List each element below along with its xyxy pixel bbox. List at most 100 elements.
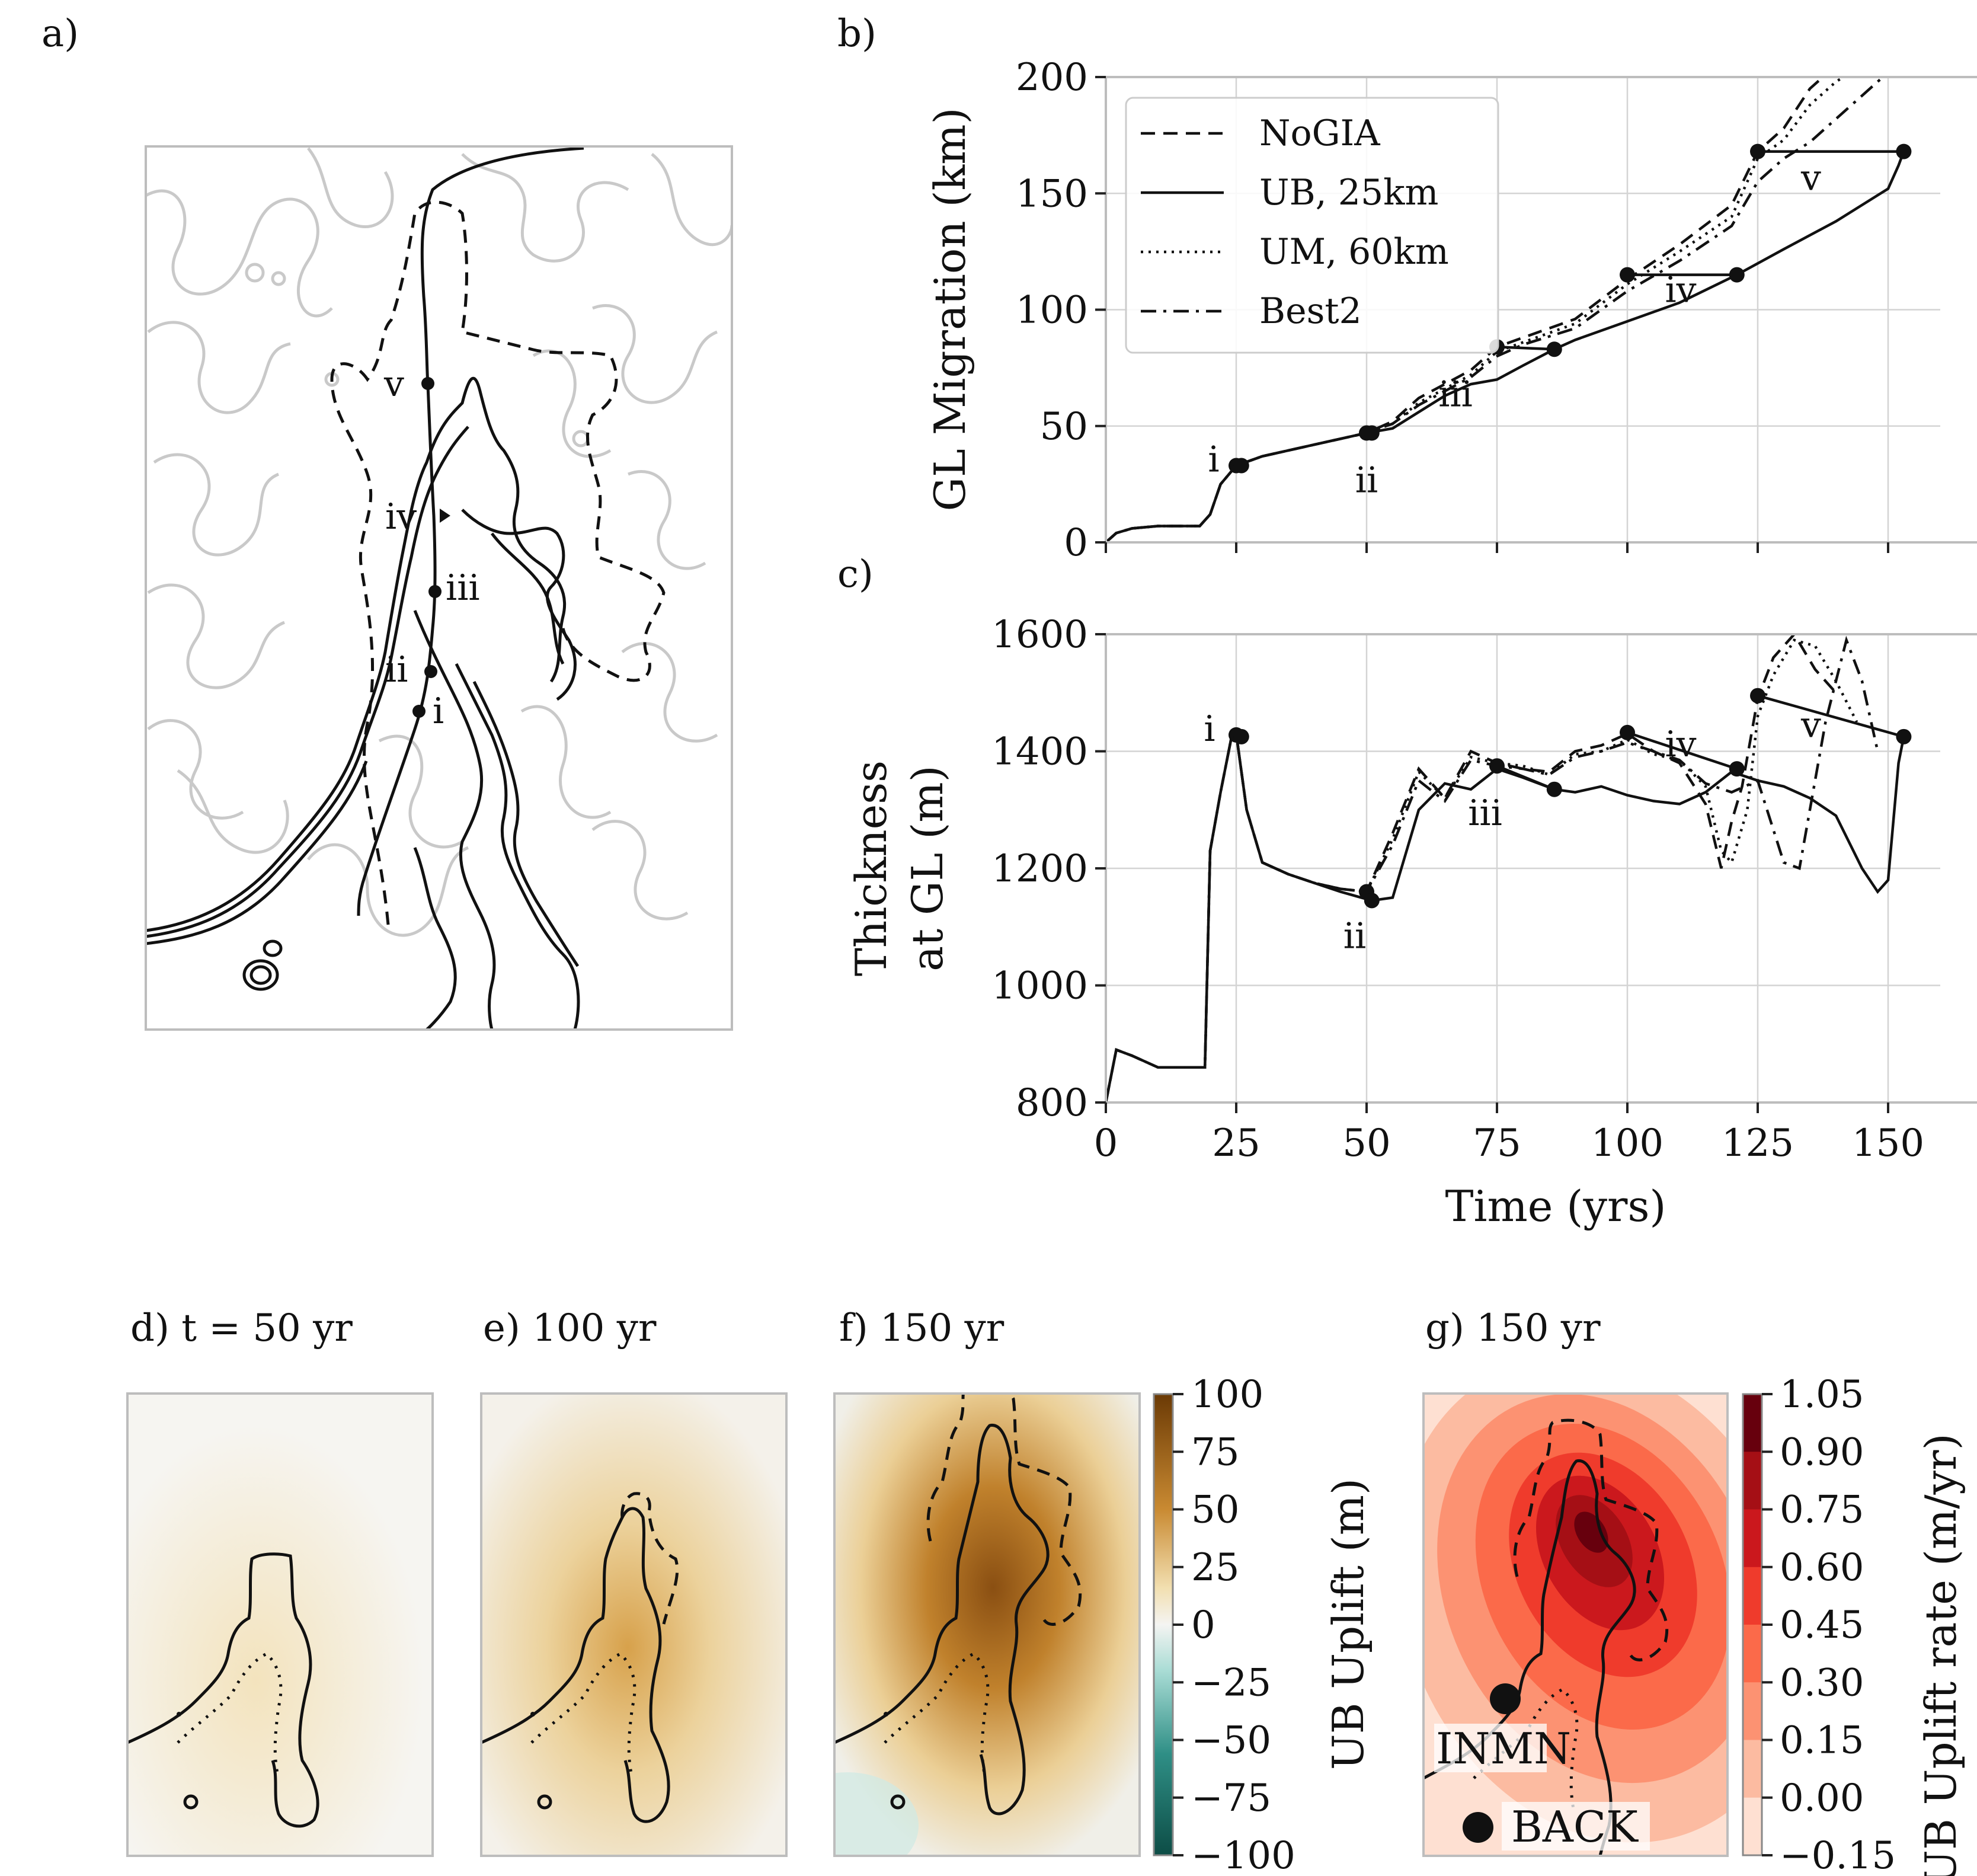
b-marker-end <box>1546 341 1562 357</box>
b-marker-label: iv <box>1665 270 1696 311</box>
colorbar-rate-block <box>1743 1394 1762 1453</box>
panel-label-f: f) 150 yr <box>839 1306 1005 1350</box>
legend-label: UM, 60km <box>1259 231 1449 273</box>
colorbar-rate-tick-label: 0.00 <box>1780 1776 1864 1820</box>
uplift-map-f-frame <box>833 1392 1141 1857</box>
c-marker-start <box>1489 758 1505 774</box>
legend-label: UB, 25km <box>1259 172 1438 213</box>
colorbar-uplift-tick-label: −75 <box>1191 1776 1271 1820</box>
bathymetry-contours <box>146 147 732 937</box>
colorbar-rate-block <box>1743 1625 1762 1683</box>
b-marker-end <box>1233 458 1249 474</box>
colorbar-rate-tick-label: 0.60 <box>1780 1546 1864 1590</box>
chart-b-ylabel: GL Migration (km) <box>925 107 975 511</box>
uplift-map-e-frame <box>480 1392 788 1857</box>
c-ytick-label: 1000 <box>991 964 1088 1008</box>
colorbar-uplift-tick-label: −50 <box>1191 1719 1271 1763</box>
c-marker-label: i <box>1204 708 1215 750</box>
c-xtick-label: 100 <box>1591 1121 1664 1165</box>
c-xtick-label: 125 <box>1722 1121 1794 1165</box>
map-panel: v iv iii ii i <box>146 146 732 1030</box>
b-marker-end <box>1896 143 1912 159</box>
panel-label-d: d) t = 50 yr <box>130 1306 353 1350</box>
map-gl-solid <box>146 376 580 1030</box>
colorbar-rate-label: UB Uplift rate (m/yr) <box>1916 1433 1966 1876</box>
colorbar-rate-tick-label: 0.75 <box>1780 1488 1864 1532</box>
b-series-dashdot <box>1106 77 1885 542</box>
colorbar-uplift-tick-label: −100 <box>1191 1834 1295 1876</box>
b-ytick-label: 0 <box>1064 521 1088 565</box>
panel-label-a: a) <box>41 12 79 56</box>
map-frame <box>145 145 733 1031</box>
map-annotation-labels: v iv iii ii i <box>383 363 480 732</box>
map-label-v: v <box>383 363 404 405</box>
colorbar-rate-block <box>1743 1682 1762 1741</box>
chart-c-ylabel-line2: at GL (m) <box>903 765 952 971</box>
colorbar-rate-tick-label: −0.15 <box>1780 1834 1896 1876</box>
colorbar-rate-block <box>1743 1452 1762 1510</box>
legend-label: Best2 <box>1259 290 1362 332</box>
map-markers <box>412 377 450 718</box>
c-marker-start <box>1620 724 1635 740</box>
b-marker-start <box>1750 143 1765 159</box>
c-marker-label: iv <box>1665 724 1696 765</box>
legend-label: NoGIA <box>1259 113 1380 154</box>
colorbar-rate-tick-label: 0.90 <box>1780 1430 1864 1474</box>
chart-c-ylabel-line1: Thickness <box>846 760 896 976</box>
map-label-iii: iii <box>446 567 480 609</box>
c-xtick-label: 25 <box>1212 1121 1260 1165</box>
colorbar-uplift-tick-label: 75 <box>1191 1430 1239 1474</box>
c-marker-label: ii <box>1343 916 1366 957</box>
c-ytick-label: 1600 <box>991 613 1088 657</box>
colorbar-rate-tick-label: 0.15 <box>1780 1719 1864 1763</box>
panel-label-b: b) <box>837 12 876 56</box>
panel-label-e: e) 100 yr <box>483 1306 657 1350</box>
c-marker-end <box>1546 781 1562 797</box>
colorbar-rate: 1.05 0.90 0.75 0.60 0.45 0.30 0.15 0.00 −0.15 UB… <box>1742 1373 1966 1876</box>
colorbar-rate-block <box>1743 1509 1762 1568</box>
c-marker-end <box>1364 893 1380 909</box>
c-xtick-label: 50 <box>1342 1121 1390 1165</box>
chart-b-legend: NoGIA UB, 25km UM, 60km Best2 <box>1125 97 1499 354</box>
c-series-dashdot <box>1106 635 1879 1102</box>
map-label-iv: iv <box>385 496 417 538</box>
b-marker-start <box>1620 267 1635 283</box>
colorbar-rate-tick-label: 0.30 <box>1780 1661 1864 1705</box>
map-gl-dashed <box>330 200 666 925</box>
map-label-i: i <box>433 691 444 732</box>
colorbar-uplift-tick-label: −25 <box>1191 1661 1271 1705</box>
chart-c-xlabel: Time (yrs) <box>1445 1181 1666 1231</box>
colorbar-rate-tick-label: 1.05 <box>1780 1373 1864 1417</box>
uplift-map-d <box>127 1394 433 1856</box>
c-xtick-label: 150 <box>1852 1121 1924 1165</box>
c-marker-end <box>1233 728 1249 744</box>
colorbar-uplift: 100 75 50 25 0 −25 −50 −75 −100 UB Uplift (m) <box>1153 1373 1373 1876</box>
colorbar-rate-block <box>1743 1567 1762 1625</box>
c-marker-label: iii <box>1468 792 1502 834</box>
map-label-ii: ii <box>385 649 408 691</box>
uplift-map-e <box>481 1394 786 1856</box>
site-marker-back <box>1463 1812 1493 1843</box>
c-xtick-label: 0 <box>1094 1121 1118 1165</box>
colorbar-rate-block <box>1743 1740 1762 1798</box>
colorbar-uplift-tick-label: 50 <box>1191 1488 1239 1532</box>
panel-label-g: g) 150 yr <box>1425 1306 1601 1350</box>
panel-label-c: c) <box>837 552 874 596</box>
site-marker-inmn <box>1490 1683 1521 1714</box>
c-marker-label: v <box>1800 705 1821 746</box>
b-marker-label: ii <box>1355 460 1378 501</box>
b-ytick-label: 100 <box>1016 289 1088 333</box>
colorbar-uplift-tick-label: 25 <box>1191 1546 1239 1590</box>
uplift-rate-map-g-frame <box>1422 1392 1729 1857</box>
b-ytick-label: 200 <box>1016 56 1088 100</box>
c-ytick-label: 1400 <box>991 730 1088 774</box>
colorbar-rate-block <box>1743 1797 1762 1856</box>
c-marker-line <box>1496 765 1555 791</box>
c-series-dotted <box>1106 638 1858 1102</box>
map-islands <box>242 939 283 991</box>
site-label-inmn: INMN <box>1436 1724 1571 1773</box>
uplift-rate-map-g: INMN BACK <box>1423 1394 1728 1856</box>
b-ytick-label: 50 <box>1040 405 1088 449</box>
c-marker-end <box>1729 761 1745 777</box>
